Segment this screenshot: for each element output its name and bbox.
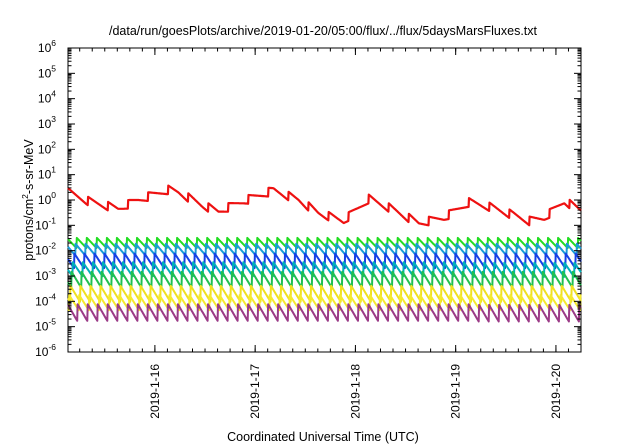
y-tick-label: 105: [38, 63, 56, 80]
series-line: [67, 261, 582, 278]
y-tick-label: 102: [38, 139, 56, 156]
y-tick-label: 10-2: [35, 241, 56, 258]
y-tick-label: 106: [38, 38, 56, 55]
x-tick-label: 2019-1-18: [348, 364, 362, 419]
y-tick-label: 10-5: [35, 317, 56, 334]
series-line: [67, 184, 582, 227]
plot-area: 10-6 10-5 10-4 10-3 10-2 10-1 100 101 102 103 104 1…: [35, 38, 582, 419]
chart-title: /data/run/goesPlots/archive/2019-01-20/0…: [109, 24, 538, 38]
y-tick-label: 104: [38, 89, 56, 106]
y-tick-label: 10-4: [35, 291, 56, 308]
series-line: [67, 284, 582, 303]
x-axis-label: Coordinated Universal Time (UTC): [227, 430, 419, 444]
series-layer: [67, 184, 582, 323]
y-axis: 10-6 10-5 10-4 10-3 10-2 10-1 100 101 102 103 104 1…: [35, 38, 581, 359]
x-tick-label: 2019-1-19: [449, 364, 463, 419]
x-axis: 2019-1-16 2019-1-17 2019-1-18 2019-1-19 2019…: [79, 48, 569, 419]
x-tick-label: 2019-1-17: [248, 364, 262, 419]
series-line: [67, 294, 582, 312]
y-axis-label: protons/cm2-s-sr-MeV: [20, 139, 36, 261]
y-tick-label: 100: [38, 190, 56, 207]
series-line: [67, 303, 582, 323]
y-tick-label: 103: [38, 114, 56, 131]
x-tick-label: 2019-1-20: [549, 364, 563, 419]
series-line: [67, 270, 582, 289]
y-tick-label: 10-3: [35, 266, 56, 283]
y-tick-label: 10-6: [35, 342, 56, 359]
y-tick-label: 10-1: [35, 215, 56, 232]
y-tick-label: 101: [38, 165, 56, 182]
x-tick-label: 2019-1-16: [148, 364, 162, 419]
series-line: [67, 236, 582, 249]
